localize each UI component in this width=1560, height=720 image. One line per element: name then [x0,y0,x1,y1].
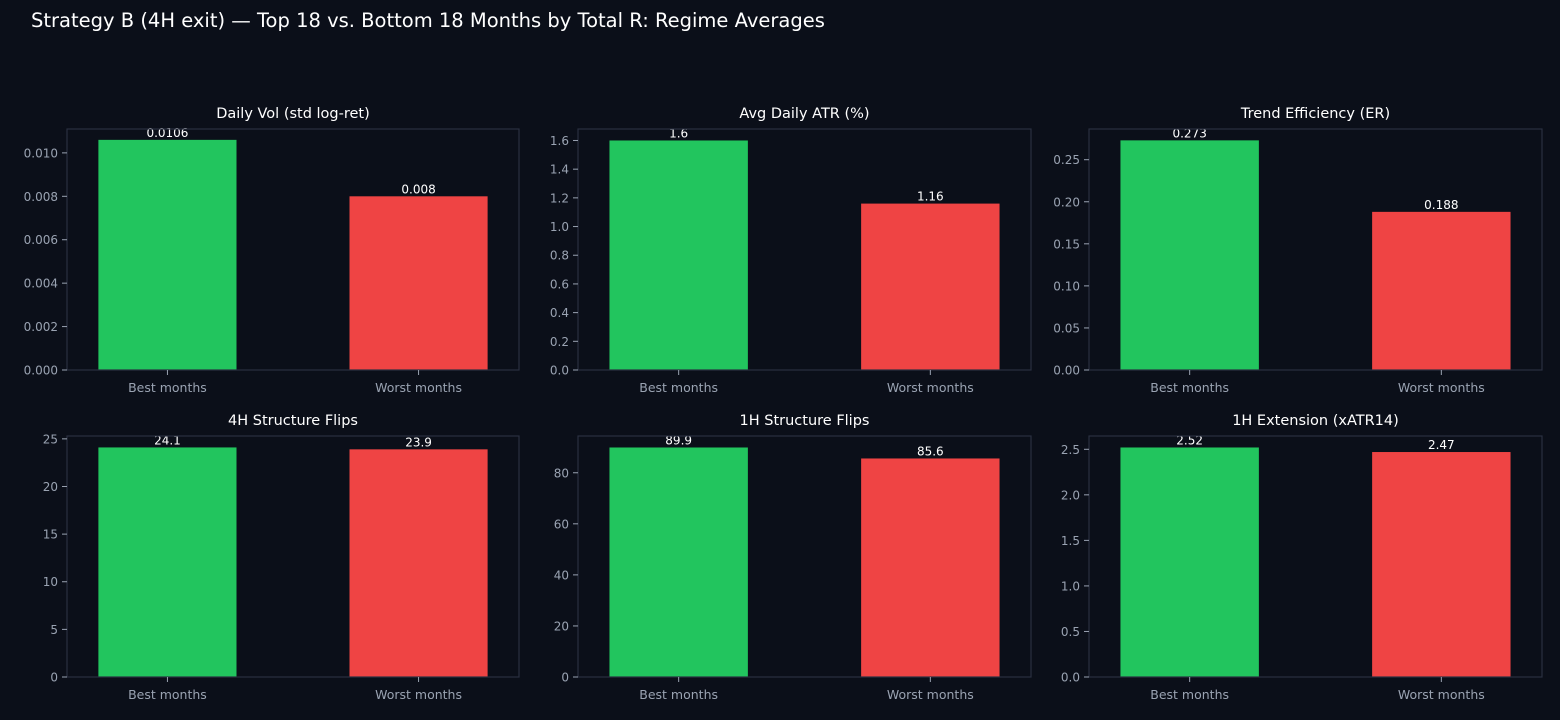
bar-worst-months [349,449,488,677]
y-tick-label: 20 [554,619,569,633]
y-tick-label: 0.15 [1053,237,1080,251]
x-tick-label: Worst months [375,380,462,395]
x-tick-label: Best months [639,687,718,702]
x-tick-label: Worst months [1398,380,1485,395]
y-tick-label: 0.008 [24,190,58,204]
axes-frame [577,435,1032,678]
data-label: 2.47 [1428,438,1455,452]
data-label: 0.0106 [146,126,188,140]
y-tick-label: 2.0 [1061,488,1080,502]
data-label: 89.9 [665,433,692,447]
y-tick-label: 1.5 [1061,534,1080,548]
data-label: 23.9 [405,435,432,449]
bar-best-months [1120,140,1259,370]
y-tick-label: 0.5 [1061,625,1080,639]
axes-frame [1088,128,1543,371]
y-tick-label: 25 [43,432,58,446]
y-tick-label: 40 [554,568,569,582]
y-tick-label: 0.010 [24,146,58,160]
y-tick-label: 0 [50,671,58,685]
bar-best-months [1120,447,1259,677]
bar-best-months [98,139,237,370]
y-tick-label: 0.25 [1053,153,1080,167]
y-tick-label: 2.5 [1061,443,1080,457]
y-tick-label: 1.4 [550,163,569,177]
y-tick-label: 0.4 [550,306,569,320]
data-label: 24.1 [154,433,181,447]
y-tick-label: 20 [43,480,58,494]
y-tick-label: 0.00 [1053,364,1080,378]
y-tick-label: 60 [554,517,569,531]
y-tick-label: 0.002 [24,320,58,334]
chart-panel-5: 1H Structure Flips 89.9 85.6 0 20 40 60 80 Best … [554,413,1032,702]
x-tick-label: Worst months [1398,687,1485,702]
chart-title: Avg Daily ATR (%) [739,106,869,122]
bar-best-months [609,140,748,370]
y-tick-label: 0.006 [24,233,58,247]
y-tick-label: 0.004 [24,277,58,291]
y-tick-label: 0.0 [1061,671,1080,685]
chart-panel-4: 4H Structure Flips 24.1 23.9 0 5 10 15 20 25 Best… [43,413,520,702]
y-tick-label: 0.05 [1053,321,1080,335]
data-label: 0.273 [1172,126,1206,140]
x-tick-label: Best months [1150,687,1229,702]
y-tick-label: 5 [50,623,58,637]
chart-title: Trend Efficiency (ER) [1240,106,1390,122]
bar-worst-months [1372,211,1511,370]
x-tick-label: Best months [128,687,207,702]
bar-worst-months [1372,452,1511,677]
y-tick-label: 0.10 [1053,279,1080,293]
y-tick-label: 0.0 [550,364,569,378]
bar-best-months [98,447,237,677]
chart-panel-6: 1H Extension (xATR14) 2.52 2.47 0.0 0.5 1.0 1.… [1061,413,1543,702]
axes-frame [66,435,520,678]
chart-title: Daily Vol (std log-ret) [216,106,370,122]
axes-frame [577,128,1032,371]
y-tick-label: 10 [43,575,58,589]
x-tick-label: Worst months [375,687,462,702]
y-tick-label: 0.20 [1053,195,1080,209]
y-tick-label: 0.6 [550,277,569,291]
data-label: 1.16 [917,190,944,204]
y-tick-label: 15 [43,528,58,542]
data-label: 2.52 [1176,433,1203,447]
data-label: 0.008 [401,182,435,196]
data-label: 85.6 [917,444,944,458]
bar-worst-months [861,458,1000,677]
chart-panel-1: Daily Vol (std log-ret) 0.0106 0.008 0.000 0… [24,106,520,395]
chart-panel-2: Avg Daily ATR (%) 1.6 1.16 0.0 0.2 0.4 0.6 0.8 1… [550,106,1032,395]
y-tick-label: 0.8 [550,249,569,263]
figure-title: Strategy B (4H exit) — Top 18 vs. Bottom… [31,9,825,32]
x-tick-label: Best months [128,380,207,395]
y-tick-label: 1.0 [1061,579,1080,593]
y-tick-label: 0.000 [24,364,58,378]
chart-title: 4H Structure Flips [228,413,358,429]
bar-worst-months [861,203,1000,370]
axes-frame [1088,435,1543,678]
y-tick-label: 0.2 [550,335,569,349]
x-tick-label: Best months [1150,380,1229,395]
y-tick-label: 1.2 [550,191,569,205]
bar-worst-months [349,196,488,370]
data-label: 1.6 [669,126,688,140]
chart-title: 1H Extension (xATR14) [1232,413,1399,429]
data-label: 0.188 [1424,198,1458,212]
y-tick-label: 80 [554,466,569,480]
x-tick-label: Worst months [887,380,974,395]
y-tick-label: 1.6 [550,134,569,148]
axes-frame [66,128,520,371]
y-tick-label: 0 [561,671,569,685]
chart-title: 1H Structure Flips [740,413,870,429]
x-tick-label: Best months [639,380,718,395]
chart-panel-3: Trend Efficiency (ER) 0.273 0.188 0.00 0.05 0… [1053,106,1543,395]
y-tick-label: 1.0 [550,220,569,234]
x-tick-label: Worst months [887,687,974,702]
bar-best-months [609,447,748,677]
